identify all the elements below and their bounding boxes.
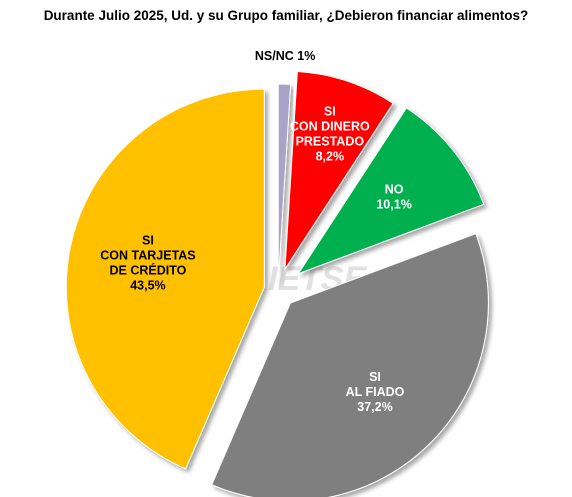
pie-slice-4 xyxy=(65,88,265,470)
slice-label-line: SI xyxy=(369,370,381,384)
slice-label-3: SI AL FIADO 37,2% xyxy=(346,370,405,414)
slice-label-0: NS/NC 1% xyxy=(255,49,315,63)
pie-slice-1 xyxy=(284,70,394,271)
slice-label-line: 37,2% xyxy=(357,400,392,414)
slice-label-line: SI xyxy=(324,104,336,118)
slice-label-line: SI xyxy=(142,234,154,248)
slice-label-2: NO 10,1% xyxy=(376,182,411,211)
slice-label-line: NO xyxy=(385,182,404,196)
slice-label-line: 10,1% xyxy=(376,197,411,211)
chart-title: Durante Julio 2025, Ud. y su Grupo famil… xyxy=(43,8,529,23)
slice-label-line: CON TARJETAS xyxy=(100,249,195,263)
pie-slice-2 xyxy=(297,107,485,275)
slice-label-line: DE CRÉDITO xyxy=(110,263,187,278)
slice-label-line: 43,5% xyxy=(130,279,165,293)
slice-label-line: AL FIADO xyxy=(346,385,405,399)
pie-slice-0 xyxy=(277,83,292,283)
pie-slice-3 xyxy=(211,232,489,497)
slice-label-1: SI CON DINERO PRESTADO 8,2% xyxy=(290,104,370,163)
slice-label-4: SI CON TARJETAS DE CRÉDITO 43,5% xyxy=(100,234,195,293)
slice-label-line: CON DINERO xyxy=(290,119,370,133)
slice-label-line: PRESTADO xyxy=(296,134,365,148)
slice-label-line: NS/NC 1% xyxy=(255,49,315,63)
slice-label-line: 8,2% xyxy=(316,149,345,163)
